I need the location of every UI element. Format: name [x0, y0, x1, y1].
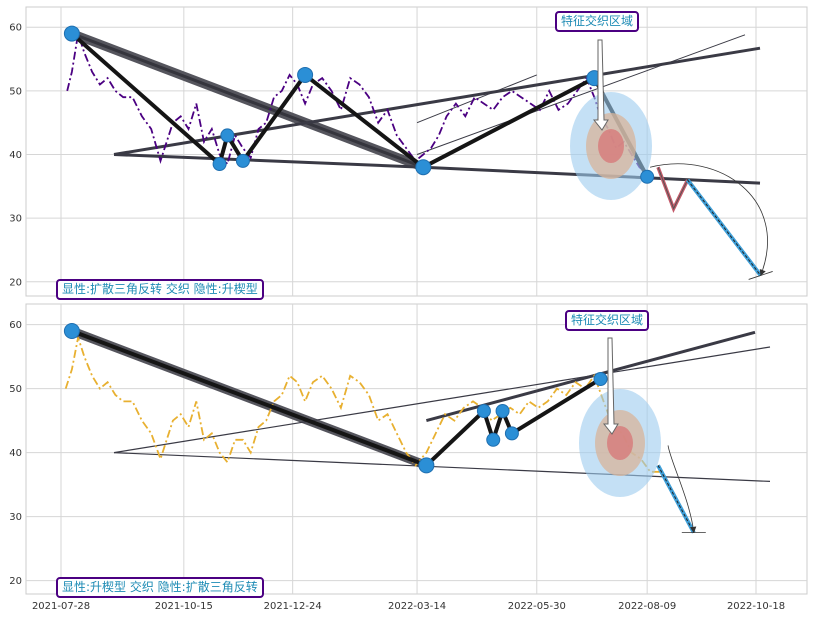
- plot-frame-top: [25, 6, 808, 297]
- y-tick-label-top-1: 30: [9, 214, 22, 225]
- x-tick-label-4: 2022-05-30: [508, 601, 566, 612]
- legend-label-top: 显性:扩散三角反转 交织 隐性:升楔型: [56, 279, 264, 300]
- x-tick-label-1: 2021-10-15: [155, 601, 213, 612]
- projection-arrow-top: [649, 163, 768, 277]
- pattern-point-bottom-2: [476, 404, 491, 418]
- pattern-point-top-7: [640, 169, 655, 184]
- pattern-point-bottom-1: [418, 457, 435, 474]
- upper-line-thin-top: [416, 34, 746, 155]
- pattern-point-top-5: [415, 159, 432, 176]
- pattern-point-top-4: [297, 66, 314, 83]
- pattern-point-bottom-0: [63, 323, 80, 339]
- projection-arrow-bottom: [667, 445, 697, 534]
- pattern-point-top-2: [220, 128, 235, 143]
- projection-cap-top: [748, 271, 773, 280]
- y-tick-label-bottom-1: 30: [9, 512, 22, 523]
- target-zone-inner-top: [598, 129, 624, 163]
- projection-target-core-top: [687, 179, 762, 276]
- pattern-point-top-0: [63, 25, 80, 42]
- y-tick-label-top-0: 20: [9, 277, 22, 288]
- annotation-arrow-top: [592, 39, 609, 131]
- price-series-bottom: [64, 337, 660, 473]
- annotation-label-bottom: 特征交织区域: [565, 310, 650, 331]
- pattern-point-top-1: [212, 157, 227, 172]
- trendline-main-top: [70, 32, 425, 169]
- target-zone-inner-bottom: [607, 426, 633, 460]
- annotation-arrow-bottom: [602, 337, 619, 435]
- x-tick-label-2: 2021-12-24: [264, 601, 322, 612]
- pattern-point-top-3: [235, 153, 250, 168]
- pattern-point-bottom-5: [504, 426, 519, 441]
- y-tick-label-bottom-3: 50: [9, 384, 22, 395]
- pattern-point-bottom-3: [486, 432, 501, 447]
- y-tick-label-bottom-0: 20: [9, 576, 22, 587]
- projection-target-core-bottom: [657, 465, 695, 533]
- projection-zigzag-core-top: [657, 167, 689, 210]
- legend-label-bottom: 显性:升楔型 交织 隐性:扩散三角反转: [56, 577, 264, 598]
- y-tick-label-bottom-2: 40: [9, 448, 22, 459]
- y-tick-label-top-3: 50: [9, 86, 22, 97]
- pattern-point-bottom-6: [593, 372, 608, 386]
- pattern-point-bottom-4: [495, 404, 510, 418]
- y-tick-label-top-2: 40: [9, 150, 22, 161]
- annotation-label-top: 特征交织区域: [555, 11, 640, 32]
- x-tick-label-5: 2022-08-09: [618, 601, 676, 612]
- x-tick-label-6: 2022-10-18: [727, 601, 785, 612]
- support-line-top: [113, 153, 424, 169]
- y-tick-label-bottom-4: 60: [9, 320, 22, 331]
- y-tick-label-top-4: 60: [9, 23, 22, 34]
- x-tick-label-0: 2021-07-28: [32, 601, 90, 612]
- upper-line-thin-bottom: [113, 346, 771, 454]
- x-tick-label-3: 2022-03-14: [388, 601, 446, 612]
- plot-frame-bottom: [25, 303, 808, 595]
